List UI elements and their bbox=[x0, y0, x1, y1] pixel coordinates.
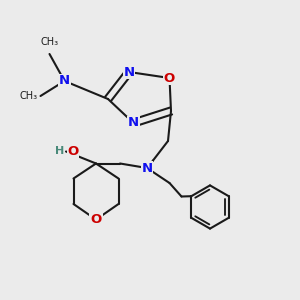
Text: CH₃: CH₃ bbox=[20, 91, 38, 101]
Text: O: O bbox=[164, 71, 175, 85]
Text: N: N bbox=[128, 116, 139, 130]
Text: N: N bbox=[59, 74, 70, 88]
Text: O: O bbox=[90, 213, 102, 226]
Text: CH₃: CH₃ bbox=[40, 38, 58, 47]
Text: N: N bbox=[141, 161, 153, 175]
Text: O: O bbox=[67, 145, 79, 158]
Text: H: H bbox=[55, 146, 64, 157]
Text: N: N bbox=[123, 65, 135, 79]
